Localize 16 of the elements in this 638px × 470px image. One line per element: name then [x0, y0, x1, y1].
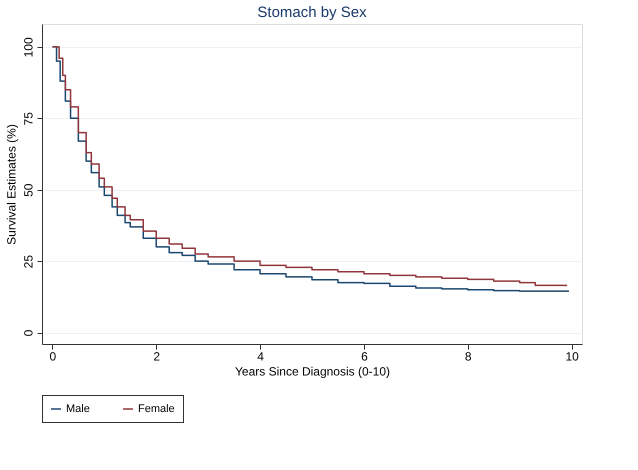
- x-tick-label: 8: [464, 350, 472, 364]
- legend-label: Female: [138, 403, 175, 415]
- x-tick-label: 0: [50, 350, 57, 364]
- x-tick-label: 4: [257, 350, 264, 364]
- y-tick-label: 75: [22, 112, 36, 126]
- y-tick-label: 50: [22, 183, 36, 197]
- x-tick-label: 10: [565, 350, 580, 364]
- y-tick-label: 25: [22, 254, 36, 268]
- legend-label: Male: [66, 403, 90, 415]
- y-tick-label: 100: [22, 37, 36, 58]
- y-axis-title: Survival Estimates (%): [4, 124, 18, 245]
- x-axis-title: Years Since Diagnosis (0-10): [235, 364, 390, 378]
- x-tick-label: 2: [153, 350, 160, 364]
- chart-title: Stomach by Sex: [257, 4, 368, 21]
- y-tick-label: 0: [22, 329, 36, 336]
- x-tick-label: 6: [361, 350, 368, 364]
